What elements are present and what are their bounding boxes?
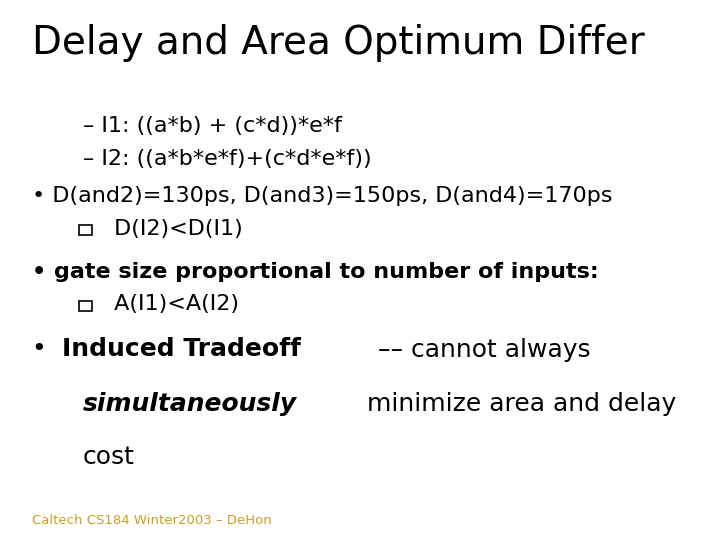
Text: simultaneously: simultaneously <box>83 392 297 415</box>
Text: cost: cost <box>83 446 135 469</box>
Text: • gate size proportional to number of inputs:: • gate size proportional to number of in… <box>32 262 599 282</box>
Text: minimize area and delay: minimize area and delay <box>359 392 676 415</box>
Text: Induced Tradeoff: Induced Tradeoff <box>62 338 301 361</box>
Text: – I2: ((a*b*e*f)+(c*d*e*f)): – I2: ((a*b*e*f)+(c*d*e*f)) <box>83 148 372 168</box>
Text: – I1: ((a*b) + (c*d))*e*f: – I1: ((a*b) + (c*d))*e*f <box>83 116 342 136</box>
Text: •: • <box>32 338 55 361</box>
Text: Delay and Area Optimum Differ: Delay and Area Optimum Differ <box>32 24 645 62</box>
Text: –– cannot always: –– cannot always <box>370 338 590 361</box>
Text: Caltech CS184 Winter2003 – DeHon: Caltech CS184 Winter2003 – DeHon <box>32 514 272 526</box>
Bar <box>79 301 92 310</box>
Bar <box>79 225 92 235</box>
Text: D(I2)<D(I1): D(I2)<D(I1) <box>107 219 243 239</box>
Text: • D(and2)=130ps, D(and3)=150ps, D(and4)=170ps: • D(and2)=130ps, D(and3)=150ps, D(and4)=… <box>32 186 613 206</box>
Text: A(I1)<A(I2): A(I1)<A(I2) <box>107 294 238 314</box>
